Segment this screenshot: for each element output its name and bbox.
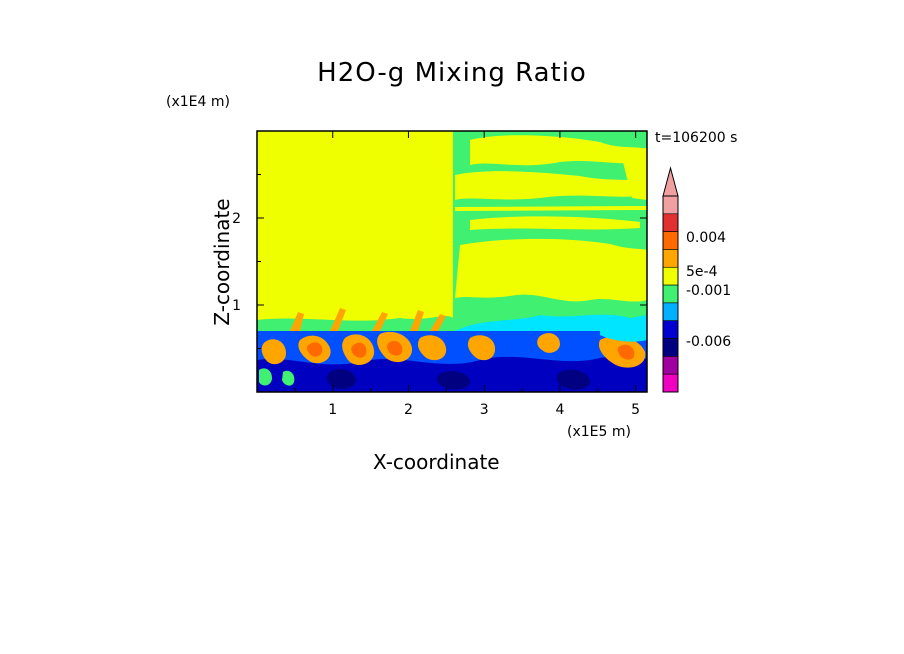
chart-title: H2O-g Mixing Ratio <box>317 58 587 88</box>
colorbar: 0.004 5e-4 -0.001 -0.006 <box>662 166 731 393</box>
eddy <box>261 339 287 365</box>
streak <box>372 312 388 331</box>
eddy <box>617 344 635 360</box>
x-axis-ticks: 1 2 3 4 5 <box>294 131 640 418</box>
band <box>455 171 647 200</box>
band <box>455 206 647 211</box>
y-axis-unit-label: (x1E4 m) <box>166 94 230 110</box>
patch <box>282 370 295 386</box>
colorbar-swatch <box>662 373 679 393</box>
streak <box>410 310 424 331</box>
x-tick-label: 1 <box>328 402 337 418</box>
region-upper-left <box>257 131 453 331</box>
colorbar-label: 0.004 <box>686 230 726 246</box>
colorbar-swatch <box>662 338 679 357</box>
colorbar-swatch <box>662 249 679 268</box>
field-contours <box>257 131 647 392</box>
x-axis-unit-label: (x1E5 m) <box>567 424 631 440</box>
colorbar-swatch <box>662 195 679 215</box>
y-tick-label: 2 <box>232 211 241 227</box>
colorbar-label: 5e-4 <box>686 264 718 280</box>
colorbar-swatch <box>662 231 679 250</box>
band <box>620 148 647 200</box>
band <box>455 238 647 302</box>
eddy <box>417 335 447 361</box>
colorbar-label: -0.001 <box>686 283 731 299</box>
x-tick-label: 4 <box>555 402 564 418</box>
band <box>470 135 647 166</box>
eddy <box>306 342 323 357</box>
colorbar-swatch <box>662 213 679 232</box>
blob <box>556 369 590 390</box>
colorbar-label: -0.006 <box>686 334 731 350</box>
time-label: t=106200 s <box>655 130 738 146</box>
eddy <box>537 333 560 353</box>
y-tick-label: 1 <box>232 298 241 314</box>
streak <box>430 314 446 331</box>
eddy <box>351 342 367 358</box>
colorbar-swatch <box>662 320 679 339</box>
blob <box>436 371 470 390</box>
eddy <box>467 335 496 361</box>
patch <box>259 368 272 386</box>
x-tick-label: 5 <box>631 402 640 418</box>
streak <box>330 308 346 331</box>
colorbar-swatch <box>662 266 679 286</box>
x-tick-label: 2 <box>404 402 413 418</box>
blob <box>326 369 357 389</box>
x-axis-label: X-coordinate <box>373 450 500 474</box>
x-tick-label: 3 <box>480 402 489 418</box>
band <box>470 216 640 230</box>
colorbar-swatch <box>662 302 679 322</box>
colorbar-extend-arrow <box>662 166 679 197</box>
patch <box>600 321 647 342</box>
y-axis-ticks: 12 <box>232 174 647 349</box>
colorbar-swatch <box>662 356 679 375</box>
eddy <box>386 340 403 356</box>
streak <box>290 312 304 331</box>
colorbar-frame <box>662 195 679 393</box>
colorbar-swatch <box>662 284 679 304</box>
